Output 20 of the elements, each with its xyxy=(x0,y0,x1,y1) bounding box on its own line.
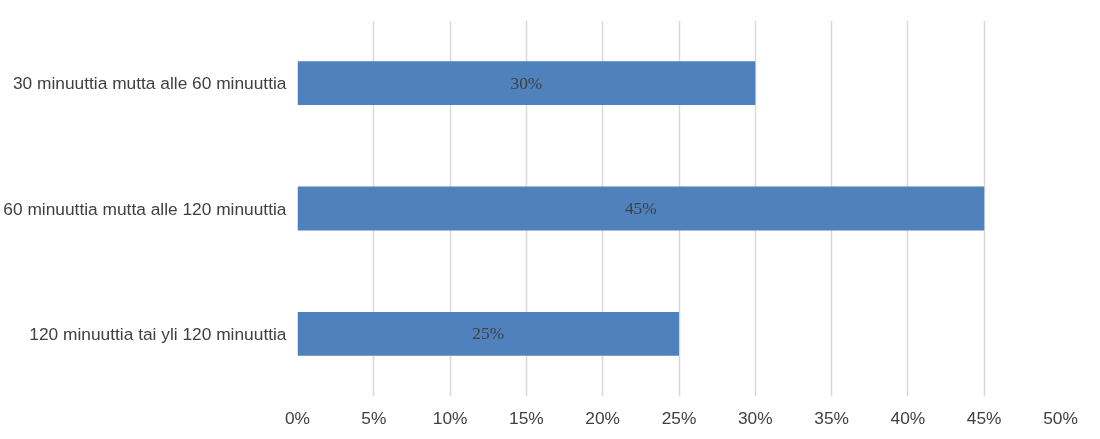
x-tick-label: 40% xyxy=(890,407,926,428)
bar xyxy=(297,311,679,356)
x-tick-label: 35% xyxy=(814,407,849,428)
x-tick-label: 10% xyxy=(432,407,468,428)
x-tick-label: 20% xyxy=(585,407,621,428)
x-tick-label: 5% xyxy=(361,407,387,428)
data-label: 25% xyxy=(472,324,505,344)
bar xyxy=(297,186,985,231)
x-tick-label: 45% xyxy=(966,407,1002,428)
bar xyxy=(297,61,756,106)
x-tick-label: 30% xyxy=(737,407,773,428)
data-label: 45% xyxy=(624,199,657,218)
x-tick-label: 50% xyxy=(1043,407,1078,428)
y-tick-label: 30 minuuttia mutta alle 60 minuuttia xyxy=(12,73,287,94)
y-tick-label: 120 minuuttia tai yli 120 minuuttia xyxy=(29,323,287,344)
x-tick-label: 25% xyxy=(661,407,697,428)
x-tick-label: 15% xyxy=(509,407,544,428)
y-tick-label: 60 minuuttia mutta alle 120 minuuttia xyxy=(3,198,287,219)
data-label: 30% xyxy=(510,73,543,93)
x-tick-label: 0% xyxy=(284,407,311,428)
